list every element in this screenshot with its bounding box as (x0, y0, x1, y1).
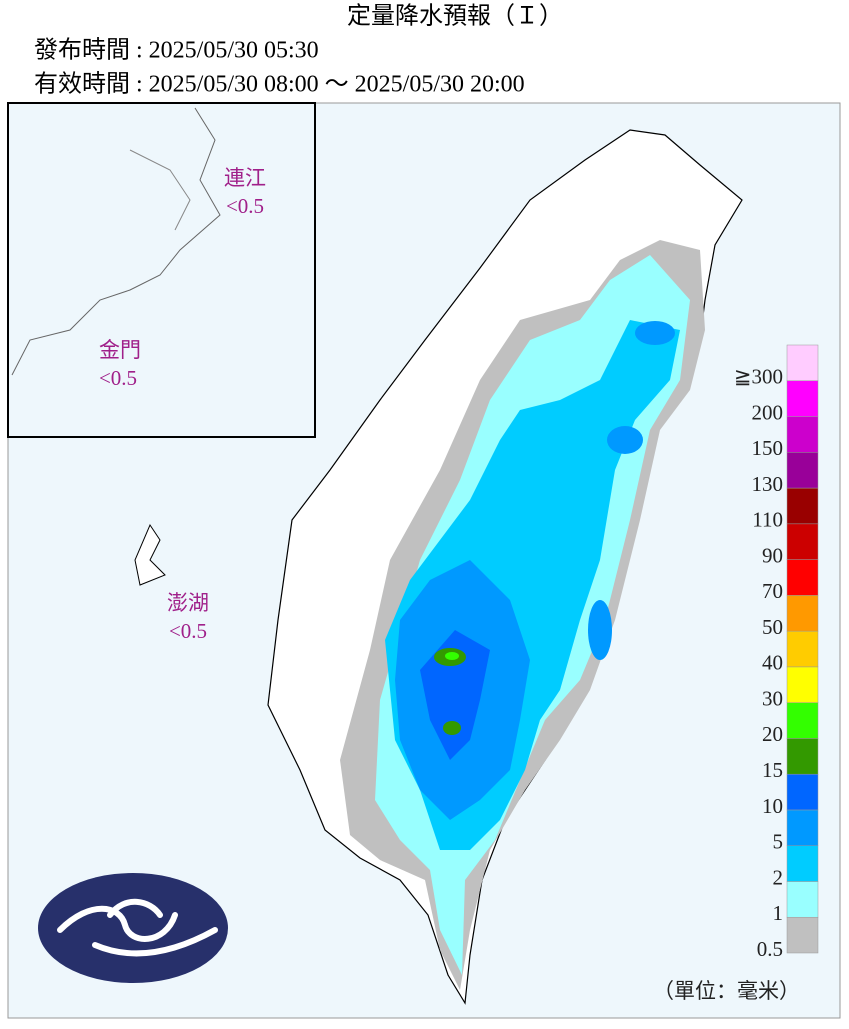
title: 定量降水預報（Ｉ） (347, 3, 563, 30)
legend-swatch (786, 595, 819, 632)
legend-label: ≧300 (734, 365, 783, 389)
legend-swatch (786, 452, 819, 489)
legend-swatch (786, 738, 819, 775)
legend-label: 130 (752, 472, 784, 496)
legend-label: 20 (762, 722, 783, 746)
coastline (11, 107, 221, 376)
legend-label: 90 (762, 543, 783, 567)
legend-label: 150 (752, 436, 784, 460)
legend-label: 50 (762, 615, 783, 639)
legend-label: 2 (773, 865, 784, 889)
coastline (129, 149, 191, 231)
rain-area (588, 600, 612, 660)
region-name: 金門 (99, 338, 141, 362)
legend-swatch (786, 380, 819, 417)
legend-label: 1 (773, 901, 784, 925)
region-name: 連江 (224, 166, 266, 190)
legend-swatch (786, 487, 819, 525)
legend-label: 0.5 (757, 937, 783, 961)
legend-label: 5 (773, 830, 784, 854)
region-value: <0.5 (226, 194, 264, 218)
region-value: <0.5 (99, 366, 137, 390)
legend-label: 200 (752, 400, 784, 424)
legend-swatch (786, 702, 819, 739)
inset-frame (7, 102, 316, 438)
legend-swatch (786, 809, 819, 846)
legend-swatch (786, 845, 819, 882)
legend-swatch (786, 416, 819, 453)
valid-time: 有效時間 : 2025/05/30 08:00 ～ 2025/05/30 20:… (34, 71, 525, 98)
legend-label: 15 (762, 758, 783, 782)
unit-label: （單位：毫米） (653, 979, 800, 1003)
logo-swirl (57, 898, 218, 957)
region-name: 澎湖 (167, 591, 209, 615)
legend-swatch (786, 344, 819, 382)
legend-swatch (786, 916, 819, 954)
legend: 0.5 1 2 5 10 15 20 30 40 50 70 90 110 130 150 200 ≧300 (734, 344, 819, 961)
region-value: <0.5 (169, 619, 207, 643)
rain-area (635, 321, 675, 345)
legend-swatch (786, 630, 819, 668)
legend-swatch (786, 881, 819, 918)
legend-label: 40 (762, 651, 783, 675)
rain-area (445, 652, 459, 660)
rain-area (443, 721, 461, 735)
legend-label: 110 (752, 508, 783, 532)
legend-swatch (786, 773, 819, 811)
penghu-islands (134, 523, 166, 586)
rain-area (607, 426, 643, 454)
legend-swatch (786, 523, 819, 560)
legend-swatch (786, 666, 819, 703)
legend-label: 30 (762, 686, 783, 710)
legend-label: 10 (762, 794, 783, 818)
agency-logo (38, 873, 228, 983)
legend-label: 70 (762, 579, 783, 603)
issue-time: 發布時間 : 2025/05/30 05:30 (34, 37, 319, 64)
legend-swatch (786, 559, 819, 596)
